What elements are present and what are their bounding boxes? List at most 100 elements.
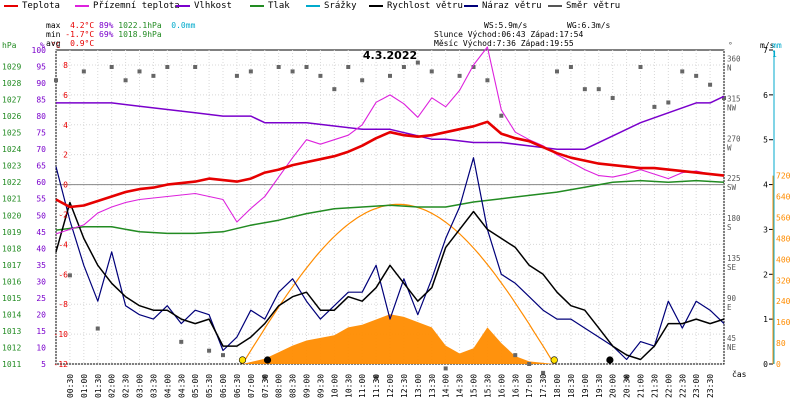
tick-direction-card: SW — [727, 183, 737, 192]
tick-pct: 40 — [36, 244, 46, 253]
tick-solar: 240 — [776, 297, 791, 306]
legend-label: Směr větru — [566, 1, 621, 11]
wind-direction-point — [234, 73, 239, 78]
tick-temp: 6 — [63, 91, 68, 100]
wind-direction-point — [582, 87, 587, 92]
axis-label-temp: °C — [51, 41, 61, 50]
event-marker — [606, 356, 614, 364]
tick-hpa: 1020 — [2, 211, 21, 220]
stats-min-hum: 69% — [99, 30, 114, 39]
tick-direction: 315 — [727, 94, 741, 103]
wind-direction-point — [457, 73, 462, 78]
tick-hpa: 1013 — [2, 327, 21, 336]
wind-direction-point — [290, 69, 295, 74]
tick-hpa: 1017 — [2, 261, 21, 270]
tick-time: 23:00 — [692, 374, 701, 398]
stats-avg: avg 0.9°C — [46, 39, 94, 48]
legend-label: Teplota — [22, 1, 60, 11]
axis-label-hpa: hPa — [2, 41, 17, 50]
legend-label: Vlhkost — [194, 1, 232, 11]
tick-hpa: 1025 — [2, 129, 21, 138]
stats-max-label: max — [46, 21, 61, 30]
tick-temp: -12 — [54, 360, 69, 369]
tick-wind: 6 — [763, 91, 768, 100]
wind-direction-point — [207, 348, 212, 353]
tick-hpa: 1028 — [2, 79, 21, 88]
stats-max-rain: 0.0mm — [171, 21, 196, 30]
legend-label: Náraz větru — [482, 1, 542, 11]
tick-direction-card: NE — [727, 343, 737, 352]
tick-solar: 560 — [776, 213, 791, 222]
tick-pct: 50 — [36, 211, 46, 220]
wind-direction-point — [193, 64, 198, 69]
stats-wg: WG:6.3m/s — [567, 21, 611, 30]
legend-label: Rychlost větru — [387, 1, 463, 11]
tick-time: 03:00 — [136, 374, 145, 398]
tick-time: 20:00 — [609, 374, 618, 398]
tick-direction: 45 — [727, 334, 736, 343]
tick-direction-card: E — [727, 303, 732, 312]
wind-direction-point — [276, 64, 281, 69]
tick-pct: 5 — [41, 360, 46, 369]
tick-pct: 80 — [36, 112, 46, 121]
wind-direction-point — [137, 69, 142, 74]
axis-label-time: čas — [732, 369, 747, 379]
tick-solar: 640 — [776, 193, 791, 202]
tick-wind: 5 — [763, 136, 768, 145]
tick-time: 17:30 — [539, 374, 548, 398]
legend-label: Přízemní teplota — [93, 1, 180, 11]
tick-solar: 0 — [776, 360, 781, 369]
wind-direction-point — [151, 73, 156, 78]
tick-direction-card: NW — [727, 103, 737, 112]
tick-wind: 2 — [763, 270, 768, 279]
tick-time: 19:30 — [595, 374, 604, 398]
wind-direction-point — [624, 375, 629, 380]
tick-temp: -10 — [54, 330, 69, 339]
tick-time: 15:30 — [483, 374, 492, 398]
stats-ws: WS:5.9m/s — [484, 21, 528, 30]
tick-time: 14:30 — [456, 374, 465, 398]
tick-time: 12:00 — [386, 374, 395, 398]
tick-time: 08:30 — [289, 374, 298, 398]
tick-time: 21:00 — [637, 374, 646, 398]
tick-hpa: 1018 — [2, 244, 21, 253]
tick-pct: 65 — [36, 162, 46, 171]
legend-swatch — [548, 4, 562, 7]
tick-time: 08:00 — [275, 374, 284, 398]
wind-direction-point — [471, 64, 476, 69]
tick-time: 16:00 — [497, 374, 506, 398]
axis-label-pct: % — [40, 41, 45, 50]
tick-temp: 2 — [63, 151, 68, 160]
tick-time: 17:00 — [525, 374, 534, 398]
tick-time: 19:00 — [581, 374, 590, 398]
event-marker — [550, 356, 558, 364]
wind-direction-point — [332, 87, 337, 92]
sunshine-area — [242, 314, 555, 364]
tick-pct: 90 — [36, 79, 46, 88]
legend-item: Rychlost větru — [369, 1, 463, 11]
tick-time: 07:00 — [247, 374, 256, 398]
tick-pct: 100 — [32, 46, 47, 55]
tick-time: 02:00 — [108, 374, 117, 398]
stats-min-temp: -1.7°C — [65, 30, 95, 39]
tick-direction-card: W — [727, 143, 732, 152]
legend-swatch — [250, 4, 264, 7]
theoretical-sunshine-line — [241, 203, 555, 365]
wind-direction-point — [708, 82, 713, 87]
legend-item: Směr větru — [548, 1, 620, 11]
wind-direction-point — [680, 69, 685, 74]
wind-direction-point — [541, 370, 546, 375]
tick-hpa: 1021 — [2, 195, 21, 204]
wind-direction-point — [415, 60, 420, 65]
tick-time: 03:30 — [149, 374, 158, 398]
wind-direction-point — [360, 78, 365, 83]
wind-direction-point — [248, 69, 253, 74]
axis-label-ms: m/s — [760, 41, 775, 50]
stats-min-press: 1018.9hPa — [118, 30, 162, 39]
tick-hpa: 1022 — [2, 178, 21, 187]
tick-pct: 95 — [36, 63, 46, 72]
tick-hpa: 1019 — [2, 228, 21, 237]
tick-hpa: 1027 — [2, 96, 21, 105]
tick-time: 12:30 — [400, 374, 409, 398]
wind-direction-point — [638, 64, 643, 69]
